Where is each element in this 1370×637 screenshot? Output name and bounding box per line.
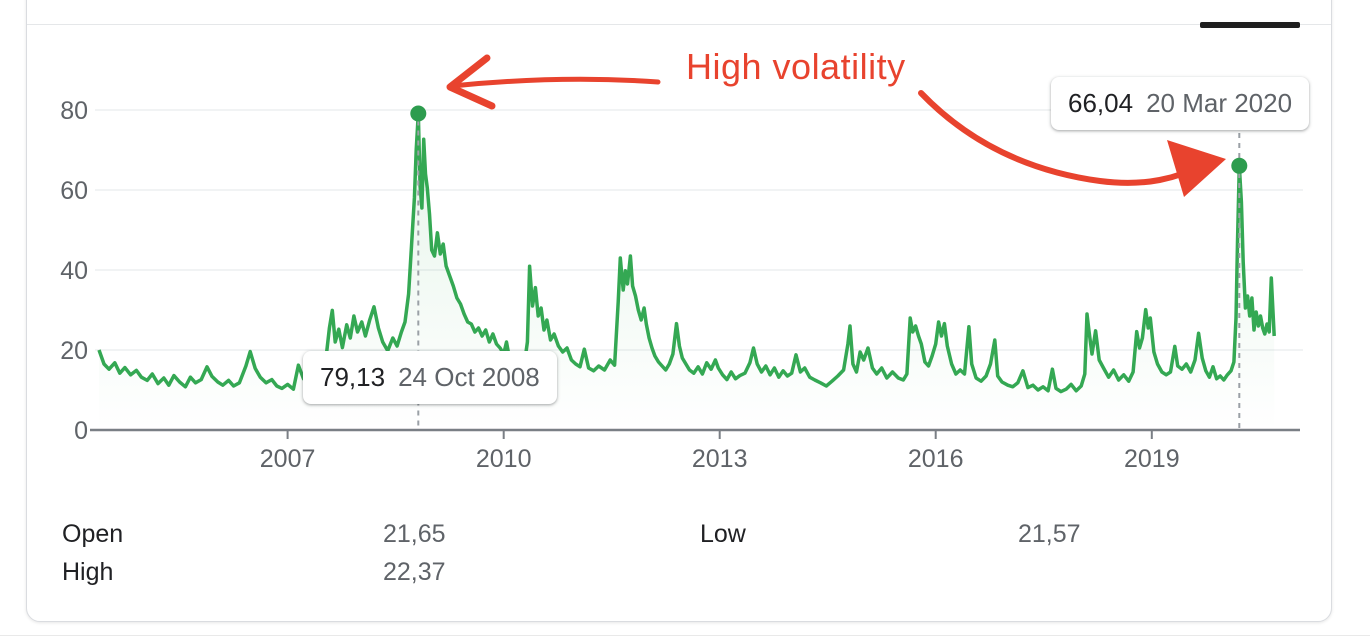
stat-open-value: 21,65	[383, 520, 446, 548]
tooltip-2020-peak: 66,04 20 Mar 2020	[1051, 77, 1310, 130]
tooltip-value: 79,13	[320, 362, 386, 392]
x-axis-label: 2019	[1124, 445, 1180, 473]
peak-marker-dot	[410, 105, 427, 122]
tooltip-2008-peak: 79,13 24 Oct 2008	[303, 351, 557, 404]
tooltip-date: 20 Mar 2020	[1146, 88, 1293, 118]
tooltip-value: 66,04	[1068, 88, 1134, 118]
x-axis-label: 2010	[476, 445, 532, 473]
x-axis-label: 2016	[908, 445, 964, 473]
chart-canvas[interactable]: 0 20 40 60 80 2007 2010 2013 2016 2019	[0, 0, 1370, 500]
y-axis-label: 0	[74, 417, 88, 445]
stat-open-label: Open	[62, 520, 124, 548]
tab-bar-separator	[27, 24, 1331, 25]
stat-high-value: 22,37	[383, 558, 446, 586]
peak-marker-dot	[1231, 157, 1248, 174]
stat-low-value: 21,57	[1018, 520, 1081, 548]
tooltip-date: 24 Oct 2008	[398, 362, 540, 392]
page-bottom-divider	[0, 635, 1370, 636]
y-axis-label: 80	[60, 97, 88, 125]
x-axis-label: 2007	[260, 445, 316, 473]
stat-high-label: High	[62, 558, 114, 586]
stat-low-label: Low	[700, 520, 746, 548]
series-area	[99, 113, 1275, 430]
y-axis-label: 40	[60, 257, 88, 285]
x-axis-label: 2013	[692, 445, 748, 473]
active-range-tab-indicator[interactable]	[1200, 22, 1300, 28]
y-axis-label: 60	[60, 177, 88, 205]
annotation-text: High volatility	[686, 46, 906, 87]
series-line	[97, 111, 1276, 394]
y-axis-label: 20	[60, 337, 88, 365]
